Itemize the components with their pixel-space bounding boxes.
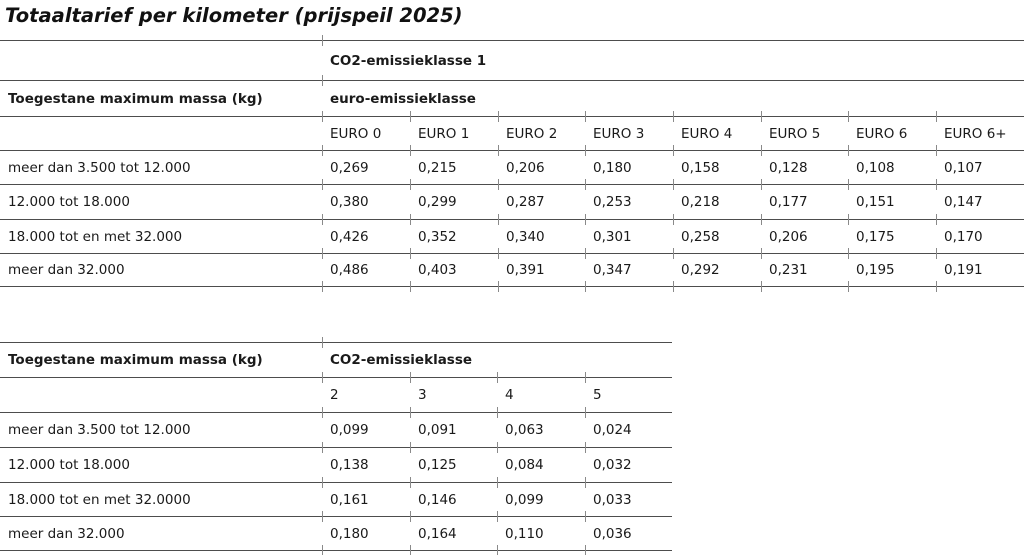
euro-class-header: euro-emissieklasse (321, 75, 1024, 116)
column-header-class-4: 4 (496, 372, 585, 412)
tariff-value-cell: 0,340 (497, 214, 585, 253)
mass-range-cell: 12.000 tot 18.000 (0, 447, 322, 482)
column-header-class-2: 2 (321, 372, 410, 412)
tariff-value-cell: 0,180 (321, 511, 410, 555)
empty-corner-cell (0, 116, 322, 150)
mass-column-header: Toegestane maximum massa (kg) (0, 342, 322, 377)
table-row: 18.000 tot en met 32.0000 0,161 0,146 0,… (0, 477, 673, 516)
mass-range-cell: 18.000 tot en met 32.0000 (0, 482, 322, 516)
tariff-value-cell: 0,380 (321, 179, 410, 219)
tariff-value-cell: 0,170 (935, 214, 1024, 253)
tariff-value-cell: 0,107 (935, 145, 1024, 184)
empty-corner-cell (0, 40, 322, 80)
mass-range-cell: 18.000 tot en met 32.000 (0, 219, 322, 253)
mass-column-header: Toegestane maximum massa (kg) (0, 80, 322, 116)
tariff-value-cell: 0,287 (497, 179, 585, 219)
page-title: Totaaltarief per kilometer (prijspeil 20… (5, 4, 463, 27)
tariff-value-cell: 0,147 (935, 179, 1024, 219)
tariff-value-cell: 0,486 (321, 248, 410, 292)
tariff-value-cell: 0,292 (672, 248, 761, 292)
tariff-value-cell: 0,195 (847, 248, 936, 292)
tariff-value-cell: 0,151 (847, 179, 936, 219)
tariff-value-cell: 0,158 (672, 145, 761, 184)
mass-range-cell: 12.000 tot 18.000 (0, 184, 322, 219)
table-row: 12.000 tot 18.000 0,138 0,125 0,084 0,03… (0, 442, 673, 482)
tariff-table-co2-emissieklasse-2-5: Toegestane maximum massa (kg) CO2-emissi… (0, 337, 673, 555)
table-row: meer dan 3.500 tot 12.000 0,269 0,215 0,… (0, 145, 1024, 184)
tariff-value-cell: 0,146 (409, 477, 497, 516)
tariff-value-cell: 0,218 (672, 179, 761, 219)
column-header-euro-6: EURO 6 (847, 111, 936, 150)
co2-class-header: CO2-emissieklasse (321, 337, 673, 377)
table-row: 12.000 tot 18.000 0,380 0,299 0,287 0,25… (0, 179, 1024, 219)
mass-range-cell: meer dan 32.000 (0, 253, 322, 287)
tariff-value-cell: 0,099 (321, 407, 410, 447)
tariff-table-co2-emissieklasse-1: CO2-emissieklasse 1 Toegestane maximum m… (0, 35, 1024, 292)
tariff-value-cell: 0,161 (321, 477, 410, 516)
tariff-value-cell: 0,125 (409, 442, 497, 482)
tariff-value-cell: 0,180 (584, 145, 673, 184)
tariff-value-cell: 0,024 (584, 407, 673, 447)
tariff-value-cell: 0,391 (497, 248, 585, 292)
tariff-value-cell: 0,084 (496, 442, 585, 482)
mass-range-cell: meer dan 32.000 (0, 516, 322, 551)
tariff-value-cell: 0,301 (584, 214, 673, 253)
tariff-value-cell: 0,036 (584, 511, 673, 555)
mass-range-cell: meer dan 3.500 tot 12.000 (0, 412, 322, 447)
tariff-value-cell: 0,063 (496, 407, 585, 447)
tariff-value-cell: 0,347 (584, 248, 673, 292)
table-row: meer dan 32.000 0,180 0,164 0,110 0,036 (0, 511, 673, 555)
column-header-euro-4: EURO 4 (672, 111, 761, 150)
column-header-euro-0: EURO 0 (321, 111, 410, 150)
tariff-value-cell: 0,128 (760, 145, 848, 184)
tariff-value-cell: 0,033 (584, 477, 673, 516)
column-header-euro-6plus: EURO 6+ (935, 111, 1024, 150)
co2-class-1-header: CO2-emissieklasse 1 (321, 35, 1024, 80)
tariff-value-cell: 0,091 (409, 407, 497, 447)
column-header-euro-3: EURO 3 (584, 111, 673, 150)
column-header-euro-5: EURO 5 (760, 111, 848, 150)
table-row: meer dan 3.500 tot 12.000 0,099 0,091 0,… (0, 407, 673, 447)
tariff-value-cell: 0,191 (935, 248, 1024, 292)
column-header-euro-1: EURO 1 (409, 111, 498, 150)
table-row: 18.000 tot en met 32.000 0,426 0,352 0,3… (0, 214, 1024, 253)
empty-corner-cell (0, 377, 322, 412)
tariff-value-cell: 0,138 (321, 442, 410, 482)
tariff-value-cell: 0,032 (584, 442, 673, 482)
column-header-euro-2: EURO 2 (497, 111, 585, 150)
tariff-value-cell: 0,253 (584, 179, 673, 219)
tariff-value-cell: 0,269 (321, 145, 410, 184)
column-header-class-3: 3 (409, 372, 497, 412)
tariff-value-cell: 0,164 (409, 511, 497, 555)
tariff-value-cell: 0,352 (409, 214, 498, 253)
tariff-value-cell: 0,108 (847, 145, 936, 184)
tariff-value-cell: 0,403 (409, 248, 498, 292)
tariff-value-cell: 0,231 (760, 248, 848, 292)
tariff-value-cell: 0,299 (409, 179, 498, 219)
column-header-class-5: 5 (584, 372, 673, 412)
tariff-value-cell: 0,110 (496, 511, 585, 555)
mass-range-cell: meer dan 3.500 tot 12.000 (0, 150, 322, 184)
tariff-value-cell: 0,099 (496, 477, 585, 516)
tariff-value-cell: 0,175 (847, 214, 936, 253)
tariff-value-cell: 0,426 (321, 214, 410, 253)
tariff-value-cell: 0,206 (760, 214, 848, 253)
tariff-value-cell: 0,215 (409, 145, 498, 184)
tariff-value-cell: 0,177 (760, 179, 848, 219)
tariff-value-cell: 0,258 (672, 214, 761, 253)
table-row: meer dan 32.000 0,486 0,403 0,391 0,347 … (0, 248, 1024, 292)
tariff-value-cell: 0,206 (497, 145, 585, 184)
